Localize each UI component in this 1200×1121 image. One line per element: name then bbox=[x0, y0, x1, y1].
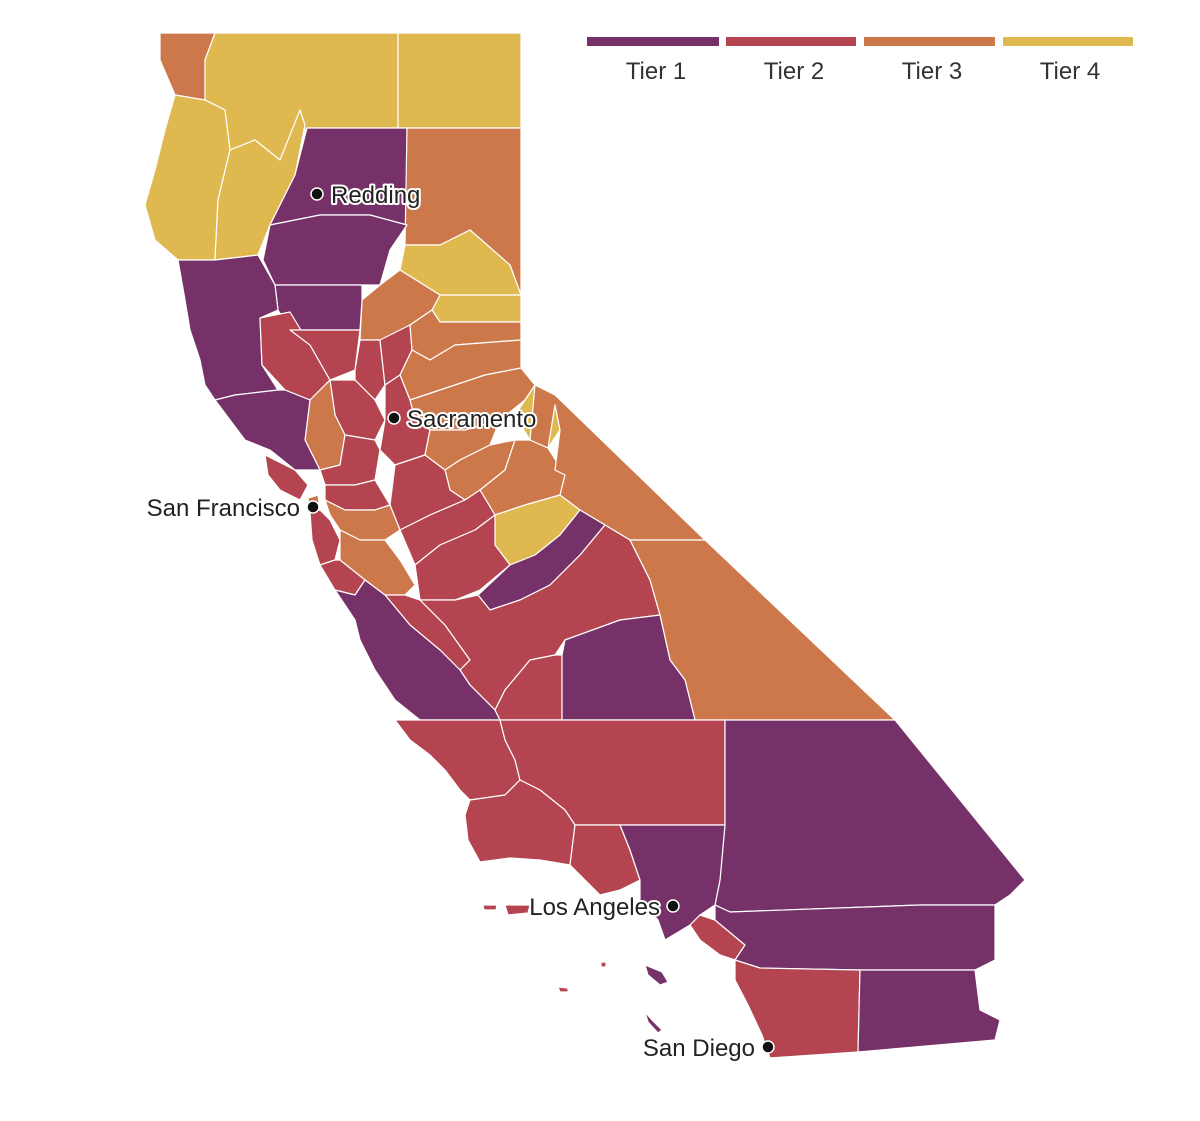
legend-label-tier-3: Tier 3 bbox=[902, 58, 962, 85]
city-label-los-angeles: Los Angeles bbox=[529, 894, 660, 921]
county-san-bernardino[interactable] bbox=[714, 719, 1026, 913]
county-marin[interactable] bbox=[264, 454, 309, 501]
island-santa-barbara bbox=[600, 961, 607, 968]
county-modoc[interactable] bbox=[397, 32, 522, 129]
county-san-mateo[interactable] bbox=[309, 509, 341, 566]
county-san-luis-obispo[interactable] bbox=[394, 719, 521, 801]
city-label-san-francisco: San Francisco bbox=[147, 495, 300, 522]
county-san-diego[interactable] bbox=[734, 959, 861, 1059]
legend-swatch-tier-4 bbox=[1003, 37, 1133, 46]
county-sonoma[interactable] bbox=[214, 389, 321, 471]
legend-label-tier-4: Tier 4 bbox=[1040, 58, 1100, 85]
island-santa-cruz bbox=[504, 904, 531, 916]
city-dot-sacramento bbox=[387, 411, 401, 425]
legend-swatch-tier-2 bbox=[726, 37, 856, 46]
legend-swatch-tier-1 bbox=[587, 37, 719, 46]
legend-label-tier-1: Tier 1 bbox=[626, 58, 686, 85]
city-dot-san-diego bbox=[761, 1040, 775, 1054]
island-san-clemente bbox=[644, 1011, 663, 1034]
city-label-san-diego: San Diego bbox=[643, 1035, 755, 1062]
legend: Tier 1 Tier 2 Tier 3 Tier 4 bbox=[587, 37, 1133, 85]
city-dot-redding bbox=[310, 187, 324, 201]
legend-label-tier-2: Tier 2 bbox=[764, 58, 824, 85]
city-dot-los-angeles bbox=[666, 899, 680, 913]
city-san-francisco: San Francisco bbox=[145, 493, 320, 524]
county-los-angeles[interactable] bbox=[619, 824, 726, 941]
island-san-nicolas bbox=[557, 986, 569, 993]
city-label-redding: Redding bbox=[331, 182, 420, 209]
island-santa-rosa bbox=[482, 904, 498, 911]
legend-swatch-tier-3 bbox=[864, 37, 995, 46]
county-sierra[interactable] bbox=[431, 294, 522, 323]
city-sacramento: Sacramento bbox=[387, 404, 538, 435]
city-los-angeles: Los Angeles bbox=[527, 892, 680, 923]
city-dot-san-francisco bbox=[306, 500, 320, 514]
county-imperial[interactable] bbox=[857, 969, 1001, 1053]
county-alameda[interactable] bbox=[324, 499, 401, 541]
city-san-diego: San Diego bbox=[641, 1033, 775, 1064]
county-mono[interactable] bbox=[529, 384, 706, 541]
county-riverside[interactable] bbox=[714, 904, 996, 971]
cities: Redding Sacramento San Francisco Los Ang… bbox=[145, 180, 775, 1064]
island-santa-catalina bbox=[644, 964, 669, 986]
county-colusa[interactable] bbox=[289, 329, 361, 381]
county-tehama[interactable] bbox=[262, 214, 408, 286]
city-redding: Redding bbox=[310, 180, 422, 211]
county-tulare[interactable] bbox=[561, 614, 696, 721]
city-label-sacramento: Sacramento bbox=[407, 406, 536, 433]
counties bbox=[144, 32, 1026, 1059]
